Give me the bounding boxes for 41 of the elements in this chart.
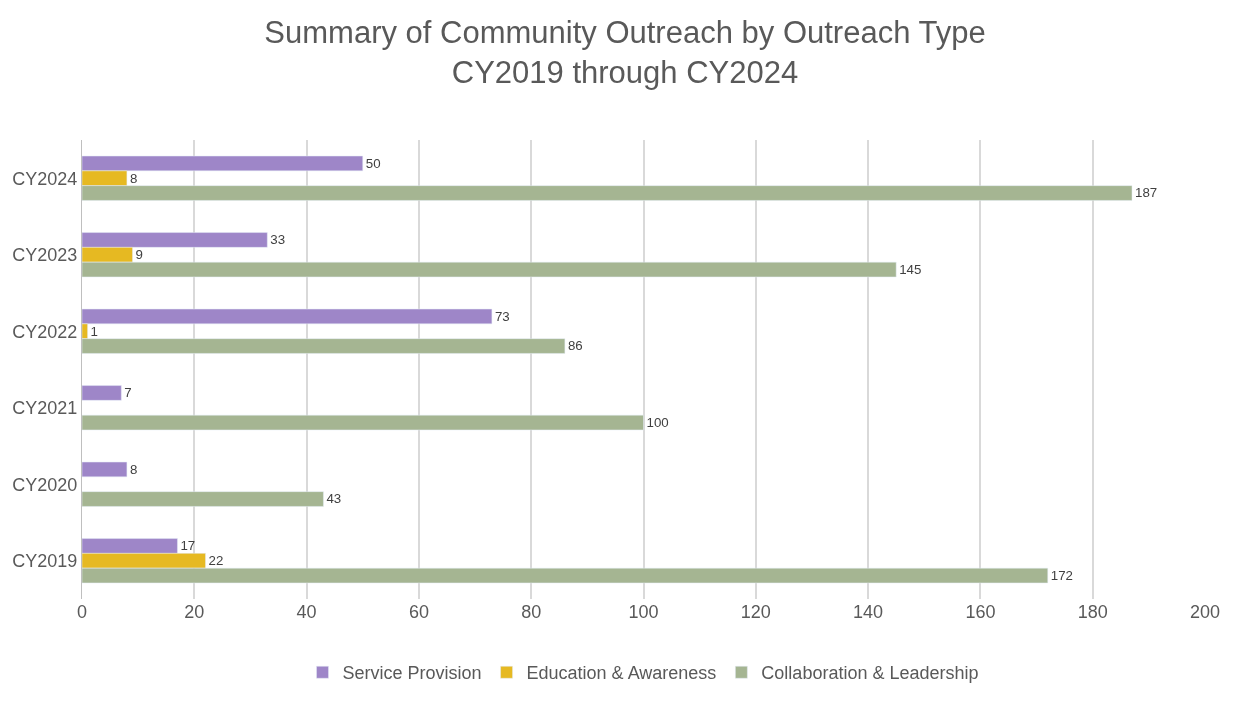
data-label: 43 (326, 491, 342, 507)
x-tick-label: 180 (1077, 602, 1108, 622)
data-label: 9 (135, 247, 143, 263)
legend-label: Service Provision (342, 663, 482, 684)
data-label: 50 (365, 155, 381, 171)
bar (82, 385, 122, 401)
legend-label: Education & Awareness (526, 663, 717, 684)
data-label: 187 (1135, 185, 1158, 201)
x-tick-label: 60 (408, 602, 429, 622)
legend-label: Collaboration & Leadership (761, 663, 979, 684)
y-tick-label: CY2020 (12, 474, 78, 495)
data-label: 7 (124, 385, 132, 401)
x-tick-label: 20 (184, 602, 205, 622)
data-label: 1 (90, 323, 99, 339)
data-label: 8 (129, 170, 138, 186)
x-tick-label: 120 (740, 602, 771, 622)
data-label: 100 (646, 414, 669, 430)
x-tick-label: 200 (1189, 602, 1221, 622)
y-tick-label: CY2023 (12, 245, 78, 266)
bar (82, 491, 324, 507)
x-tick-label: 140 (853, 602, 884, 622)
x-tick-label: 100 (628, 602, 659, 622)
bar (82, 461, 128, 478)
bar (82, 414, 644, 431)
x-tick-label: 40 (296, 602, 317, 622)
x-tick-label: 0 (76, 602, 88, 622)
y-tick-label: CY2019 (12, 551, 78, 572)
data-label: 145 (899, 261, 922, 277)
data-label: 172 (1050, 567, 1073, 583)
data-label: 86 (567, 338, 583, 354)
y-tick-label: CY2024 (12, 168, 78, 189)
chart-title: Summary of Community Outreach by Outreach Type CY2019 through CY2024 (264, 14, 986, 90)
y-tick-label: CY2021 (12, 398, 78, 419)
x-tick-label: 80 (521, 602, 542, 622)
data-label: 8 (129, 461, 138, 477)
x-tick-label: 160 (965, 602, 996, 622)
y-tick-label: CY2022 (12, 321, 78, 342)
data-label: 73 (494, 308, 510, 324)
data-label: 17 (180, 538, 196, 554)
data-label: 22 (208, 553, 224, 569)
data-label: 33 (270, 232, 286, 248)
